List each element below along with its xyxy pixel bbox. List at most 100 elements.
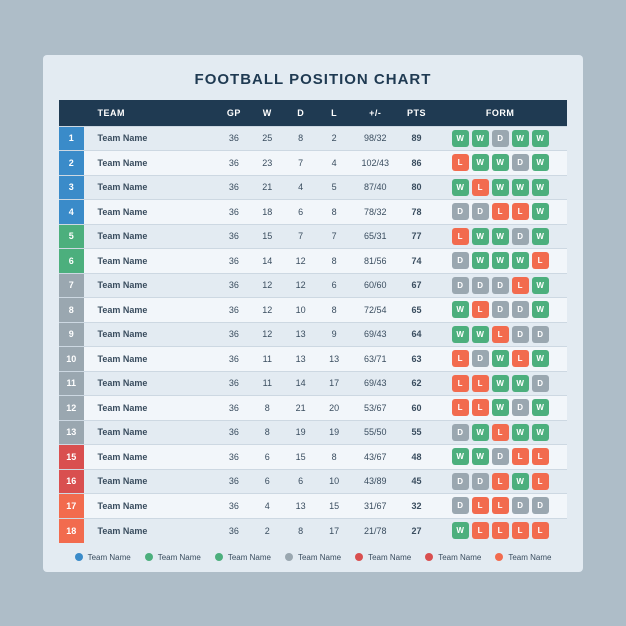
form-badge: D — [512, 301, 529, 318]
team-name: Team Name — [84, 371, 218, 396]
form-badge: D — [512, 154, 529, 171]
legend-dot — [355, 553, 363, 561]
w-cell: 25 — [251, 126, 284, 151]
pts-cell: 62 — [400, 371, 433, 396]
w-cell: 18 — [251, 200, 284, 225]
team-name: Team Name — [84, 420, 218, 445]
table-row: 6Team Name361412881/5674DWWWL — [59, 249, 567, 274]
pts-cell: 32 — [400, 494, 433, 519]
chart-card: FOOTBALL POSITION CHART TEAM GP W D L +/… — [43, 55, 583, 572]
pts-cell: 89 — [400, 126, 433, 151]
gd-cell: 21/78 — [351, 518, 400, 543]
d-cell: 13 — [284, 322, 317, 347]
gp-cell: 36 — [217, 420, 250, 445]
l-cell: 17 — [317, 518, 350, 543]
w-cell: 2 — [251, 518, 284, 543]
form-cell: LWWDW — [433, 151, 567, 176]
team-name: Team Name — [84, 151, 218, 176]
form-badge: D — [492, 277, 509, 294]
pts-cell: 67 — [400, 273, 433, 298]
form-badge: W — [512, 473, 529, 490]
col-gd: +/- — [351, 100, 400, 127]
l-cell: 8 — [317, 445, 350, 470]
form-badge: L — [492, 326, 509, 343]
form-badge: L — [512, 522, 529, 539]
legend-item: Team Name — [285, 553, 341, 562]
form-badge: L — [492, 203, 509, 220]
gp-cell: 36 — [217, 298, 250, 323]
form-badge: W — [492, 399, 509, 416]
d-cell: 7 — [284, 151, 317, 176]
gd-cell: 69/43 — [351, 371, 400, 396]
form-badge: W — [512, 252, 529, 269]
d-cell: 7 — [284, 224, 317, 249]
form-badge: D — [512, 399, 529, 416]
pts-cell: 64 — [400, 322, 433, 347]
pts-cell: 86 — [400, 151, 433, 176]
gd-cell: 81/56 — [351, 249, 400, 274]
form-badge: W — [472, 448, 489, 465]
form-badge: L — [472, 497, 489, 514]
form-badge: L — [512, 203, 529, 220]
position-badge: 3 — [59, 175, 84, 200]
legend-item: Team Name — [355, 553, 411, 562]
legend-label: Team Name — [508, 553, 551, 562]
l-cell: 20 — [317, 396, 350, 421]
table-row: 5Team Name36157765/3177LWWDW — [59, 224, 567, 249]
pts-cell: 60 — [400, 396, 433, 421]
d-cell: 14 — [284, 371, 317, 396]
form-badge: L — [452, 154, 469, 171]
legend-item: Team Name — [425, 553, 481, 562]
form-badge: D — [512, 497, 529, 514]
form-badge: W — [472, 326, 489, 343]
form-badge: D — [492, 301, 509, 318]
form-cell: DWWWL — [433, 249, 567, 274]
col-w: W — [251, 100, 284, 127]
pts-cell: 77 — [400, 224, 433, 249]
form-badge: W — [532, 154, 549, 171]
gp-cell: 36 — [217, 224, 250, 249]
legend-label: Team Name — [158, 553, 201, 562]
gd-cell: 87/40 — [351, 175, 400, 200]
table-body: 1Team Name36258298/3289WWDWW2Team Name36… — [59, 126, 567, 543]
form-badge: L — [472, 375, 489, 392]
form-badge: W — [532, 228, 549, 245]
form-badge: W — [532, 301, 549, 318]
chart-title: FOOTBALL POSITION CHART — [59, 71, 567, 88]
team-name: Team Name — [84, 322, 218, 347]
position-badge: 4 — [59, 200, 84, 225]
table-row: 11Team Name3611141769/4362LLWWD — [59, 371, 567, 396]
gp-cell: 36 — [217, 469, 250, 494]
form-badge: D — [472, 350, 489, 367]
gd-cell: 102/43 — [351, 151, 400, 176]
team-name: Team Name — [84, 224, 218, 249]
form-badge: W — [492, 228, 509, 245]
form-badge: L — [512, 277, 529, 294]
legend-label: Team Name — [228, 553, 271, 562]
d-cell: 8 — [284, 518, 317, 543]
gd-cell: 43/89 — [351, 469, 400, 494]
team-name: Team Name — [84, 396, 218, 421]
form-badge: D — [472, 473, 489, 490]
col-team: TEAM — [84, 100, 218, 127]
team-name: Team Name — [84, 469, 218, 494]
gp-cell: 36 — [217, 445, 250, 470]
gp-cell: 36 — [217, 371, 250, 396]
table-row: 12Team Name368212053/6760LLWDW — [59, 396, 567, 421]
d-cell: 12 — [284, 249, 317, 274]
pts-cell: 55 — [400, 420, 433, 445]
form-badge: W — [492, 375, 509, 392]
w-cell: 12 — [251, 273, 284, 298]
d-cell: 19 — [284, 420, 317, 445]
form-badge: L — [452, 399, 469, 416]
d-cell: 13 — [284, 494, 317, 519]
form-cell: WLDDW — [433, 298, 567, 323]
form-badge: D — [452, 473, 469, 490]
table-row: 3Team Name36214587/4080WLWWW — [59, 175, 567, 200]
form-badge: L — [512, 350, 529, 367]
gp-cell: 36 — [217, 273, 250, 298]
table-row: 15Team Name36615843/6748WWDLL — [59, 445, 567, 470]
form-badge: D — [512, 228, 529, 245]
form-badge: W — [512, 130, 529, 147]
l-cell: 6 — [317, 273, 350, 298]
